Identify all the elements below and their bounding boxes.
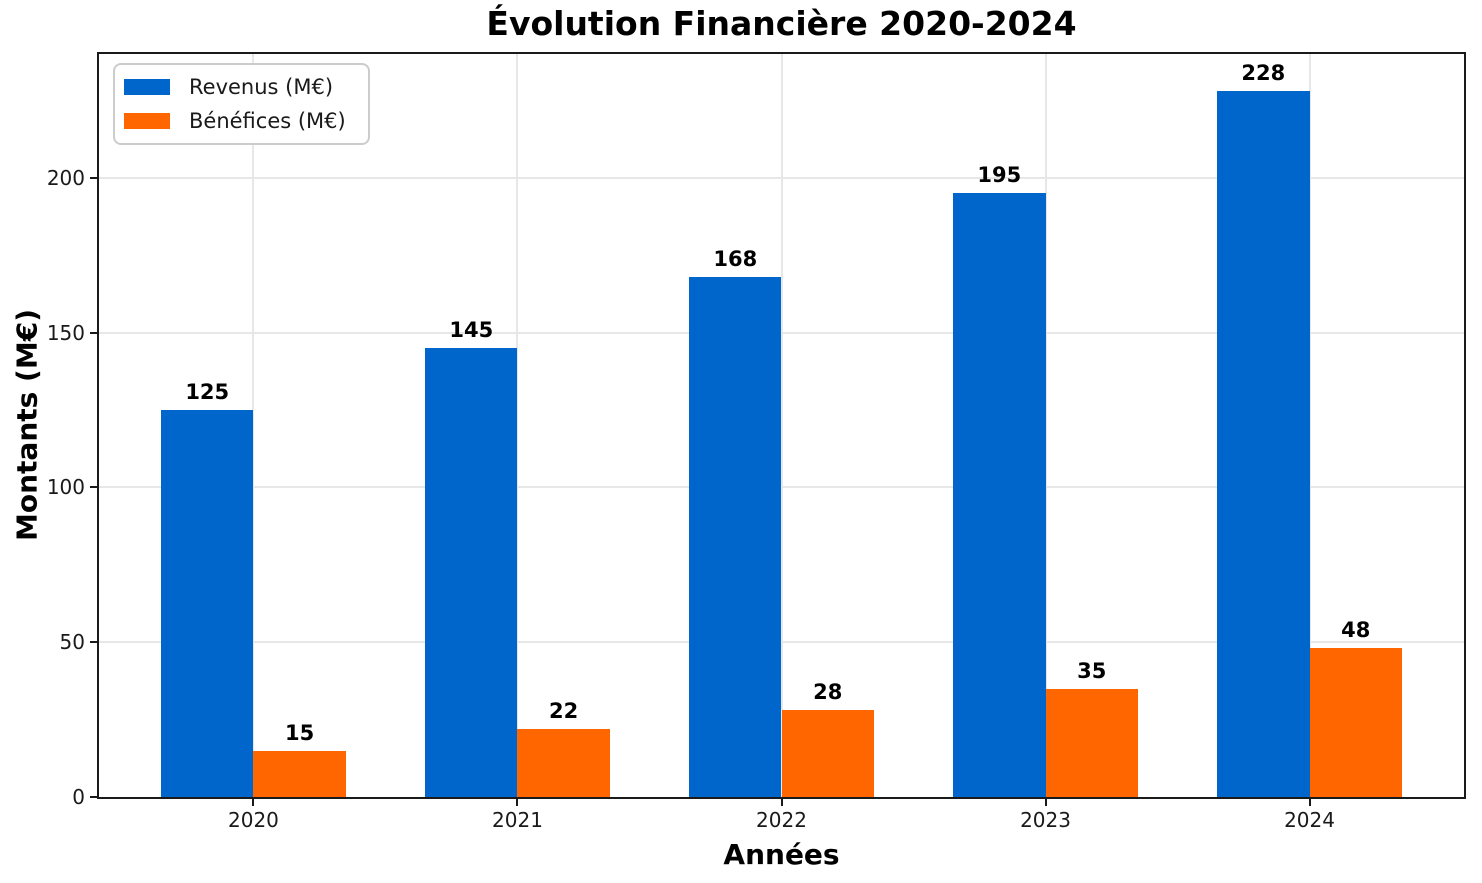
bar-value-label: 228 bbox=[1241, 61, 1286, 86]
bar-value-label: 195 bbox=[977, 163, 1022, 188]
y-tick-mark bbox=[90, 486, 97, 489]
x-tick-mark bbox=[1044, 799, 1047, 806]
y-tick-mark bbox=[90, 796, 97, 798]
x-tick-label: 2021 bbox=[492, 808, 543, 832]
y-tick-mark bbox=[90, 176, 97, 179]
v-gridline bbox=[252, 54, 255, 797]
bar-value-label: 125 bbox=[185, 380, 230, 405]
y-tick-label: 100 bbox=[46, 475, 85, 500]
legend-item: Revenus (M€) bbox=[124, 72, 346, 102]
bar-revenus-2024 bbox=[1217, 91, 1310, 797]
x-tick-mark bbox=[780, 799, 783, 806]
x-tick-mark bbox=[252, 799, 255, 806]
plot-area: Revenus (M€) Bénéfices (M€) 125 145 168 195 2… bbox=[97, 52, 1466, 799]
legend-swatch-benefices bbox=[124, 113, 170, 129]
legend: Revenus (M€) Bénéfices (M€) bbox=[113, 63, 370, 145]
bar-value-label: 168 bbox=[713, 246, 758, 271]
legend-label: Revenus (M€) bbox=[189, 75, 334, 99]
bar-benefices-2021 bbox=[517, 728, 610, 797]
y-tick-label: 50 bbox=[59, 630, 85, 655]
bar-revenus-2020 bbox=[161, 410, 254, 797]
chart-title: Évolution Financière 2020-2024 bbox=[486, 4, 1077, 43]
x-tick-label: 2023 bbox=[1020, 808, 1071, 832]
bar-revenus-2022 bbox=[689, 276, 782, 797]
y-tick-label: 200 bbox=[46, 165, 85, 190]
x-tick-label: 2020 bbox=[228, 808, 279, 832]
v-gridline bbox=[1044, 54, 1047, 797]
y-tick-mark bbox=[90, 331, 97, 334]
bar-value-label: 145 bbox=[449, 318, 494, 343]
x-tick-label: 2024 bbox=[1284, 808, 1335, 832]
bar-benefices-2022 bbox=[781, 710, 874, 797]
bar-value-label: 48 bbox=[1341, 618, 1371, 643]
y-tick-mark bbox=[90, 641, 97, 644]
x-tick-mark bbox=[1308, 799, 1311, 806]
bar-benefices-2024 bbox=[1309, 648, 1402, 797]
x-tick-label: 2022 bbox=[756, 808, 807, 832]
bar-value-label: 28 bbox=[813, 680, 843, 705]
legend-item: Bénéfices (M€) bbox=[124, 106, 346, 136]
x-axis-label: Années bbox=[723, 838, 840, 871]
v-gridline bbox=[1308, 54, 1311, 797]
bar-value-label: 35 bbox=[1077, 658, 1107, 683]
legend-label: Bénéfices (M€) bbox=[189, 109, 346, 133]
bar-revenus-2023 bbox=[953, 193, 1046, 797]
bar-value-label: 22 bbox=[549, 698, 579, 723]
v-gridline bbox=[516, 54, 519, 797]
legend-swatch-revenus bbox=[124, 79, 170, 95]
x-tick-mark bbox=[516, 799, 519, 806]
v-gridline bbox=[780, 54, 783, 797]
bar-revenus-2021 bbox=[425, 348, 518, 797]
bar-value-label: 15 bbox=[285, 720, 315, 745]
bar-benefices-2023 bbox=[1045, 688, 1138, 797]
y-tick-label: 150 bbox=[46, 320, 85, 345]
bar-benefices-2020 bbox=[253, 750, 346, 797]
y-tick-label: 0 bbox=[72, 785, 85, 809]
